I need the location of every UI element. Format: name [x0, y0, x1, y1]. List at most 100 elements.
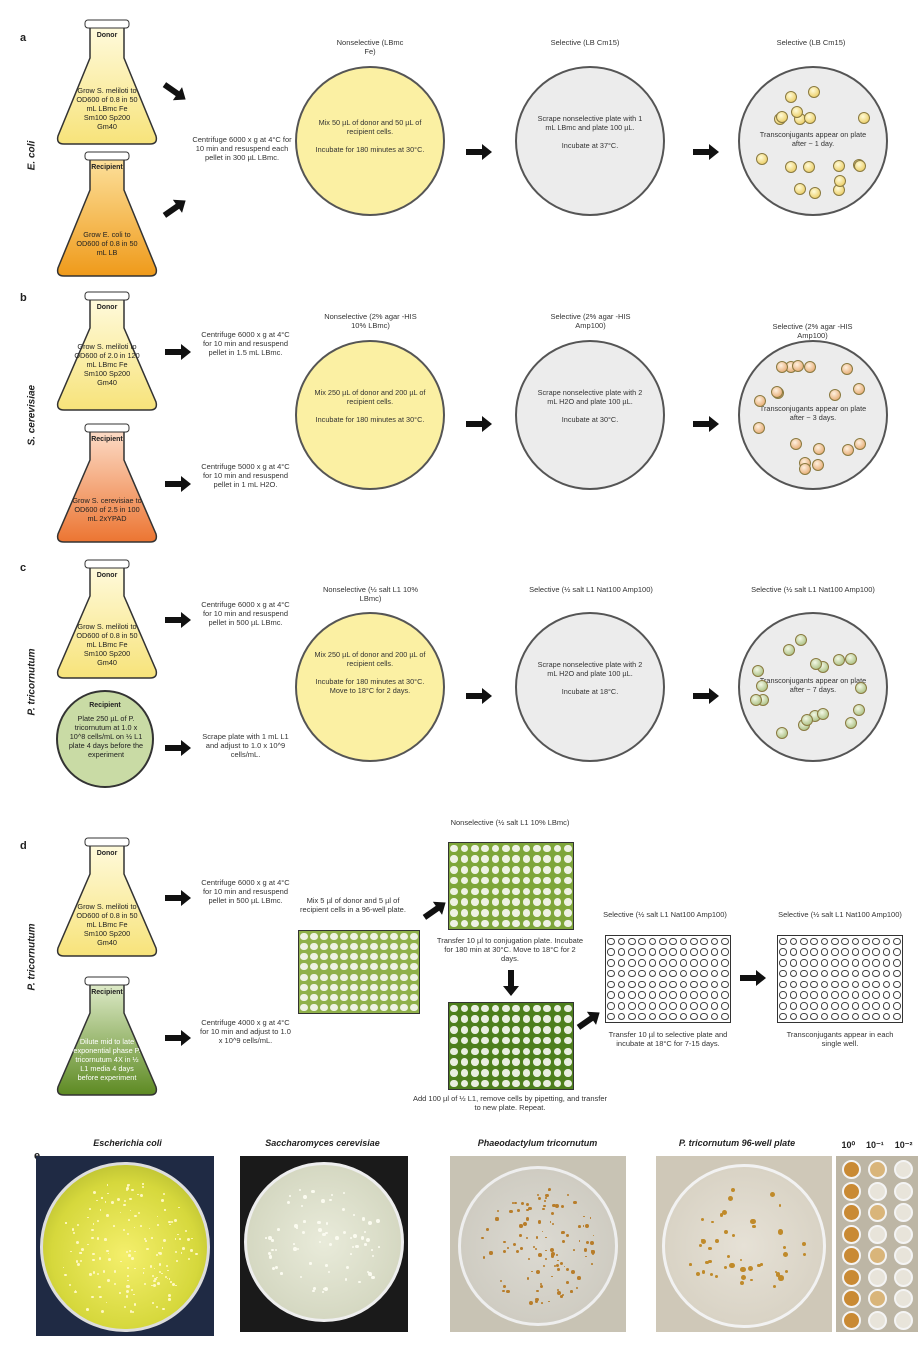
dilution-well [868, 1160, 887, 1179]
plate-text: Mix 250 µL of donor and 200 µL of recipi… [314, 650, 426, 695]
mix-96-well-plate [298, 930, 420, 1014]
well [502, 866, 510, 874]
well [450, 1036, 458, 1045]
well [543, 1079, 551, 1088]
well [669, 991, 677, 999]
final-96-well-plate [777, 935, 903, 1023]
well [779, 980, 787, 989]
well [502, 876, 510, 885]
well [502, 844, 510, 853]
well [380, 973, 388, 981]
colony-speck [179, 1237, 181, 1240]
colony-speck [577, 1225, 581, 1229]
panel-d-letter: d [20, 840, 27, 852]
well [310, 953, 318, 961]
colony-speck [300, 1205, 303, 1208]
well [872, 969, 880, 978]
well [512, 1036, 520, 1045]
colony-speck [711, 1220, 714, 1224]
colony-speck [538, 1197, 542, 1201]
colony [785, 90, 798, 103]
well [564, 1069, 572, 1077]
well [831, 969, 839, 978]
arrow-icon [165, 740, 191, 756]
colony-speck [522, 1222, 527, 1227]
well [460, 1015, 469, 1023]
dilution-well [868, 1181, 887, 1201]
well [491, 855, 500, 863]
mix-text-d: Mix 5 µl of donor and 5 µl of recipient … [300, 896, 406, 914]
well [543, 1058, 551, 1066]
colony-speck [539, 1283, 543, 1286]
well [310, 973, 318, 981]
well [721, 969, 729, 978]
dilution-well [842, 1267, 861, 1287]
well [522, 844, 531, 853]
well [360, 983, 368, 991]
well [400, 994, 408, 1002]
well [628, 948, 636, 956]
colony-speck [355, 1244, 359, 1249]
colony-speck [708, 1259, 712, 1264]
colony-speck [80, 1259, 83, 1262]
well [471, 1058, 479, 1066]
colony-speck [544, 1257, 547, 1260]
colony-speck [550, 1211, 554, 1215]
well [512, 1004, 520, 1013]
well [820, 948, 829, 956]
colony-speck [96, 1200, 98, 1202]
well [471, 887, 479, 896]
colony [749, 693, 762, 706]
colony-speck [301, 1230, 306, 1235]
well [320, 983, 328, 991]
colony-speck [556, 1253, 559, 1256]
colony-speck [313, 1286, 317, 1290]
colony-speck [325, 1231, 328, 1234]
well [564, 919, 572, 928]
well [533, 844, 541, 853]
colony [853, 383, 866, 396]
well [841, 1002, 849, 1010]
colony [783, 644, 796, 657]
colony-speck [329, 1199, 332, 1202]
well [320, 1004, 328, 1012]
recipient-plate-c: Recipient Plate 250 µL of P. tricornutum… [56, 690, 154, 788]
colony [752, 421, 765, 434]
colony-speck [126, 1187, 129, 1190]
well [450, 1026, 458, 1034]
well [882, 948, 891, 956]
colony-speck [166, 1264, 169, 1267]
colony-speck [93, 1190, 97, 1194]
well [360, 942, 368, 950]
well [648, 1012, 657, 1021]
well [882, 991, 891, 999]
panel-b-letter: b [20, 292, 27, 304]
well [522, 876, 531, 885]
colony-speck [327, 1270, 331, 1274]
well [450, 919, 458, 928]
colony-speck [108, 1258, 112, 1262]
well [471, 1036, 479, 1045]
well [800, 980, 808, 989]
colony-speck [134, 1214, 137, 1218]
colony-speck [150, 1284, 153, 1287]
colony-speck [168, 1298, 171, 1301]
well [481, 1069, 489, 1077]
colony-speck [100, 1309, 104, 1313]
nonselective-plate-c: Mix 250 µL of donor and 200 µL of recipi… [295, 612, 445, 762]
colony-speck [740, 1267, 746, 1273]
dilution-well [868, 1289, 887, 1308]
colony-speck [159, 1263, 162, 1266]
well [300, 994, 308, 1002]
donor-text: Grow S. meliloti to OD600 of 2.0 in 120 … [74, 342, 140, 387]
colony-speck [342, 1230, 346, 1234]
colony-speck [708, 1247, 712, 1251]
colony-speck [757, 1264, 761, 1268]
well [779, 991, 787, 999]
well [460, 866, 469, 874]
colony-speck [144, 1237, 147, 1240]
well [810, 1012, 818, 1021]
colony-speck [92, 1223, 94, 1225]
well [390, 942, 398, 950]
well [700, 1012, 708, 1021]
